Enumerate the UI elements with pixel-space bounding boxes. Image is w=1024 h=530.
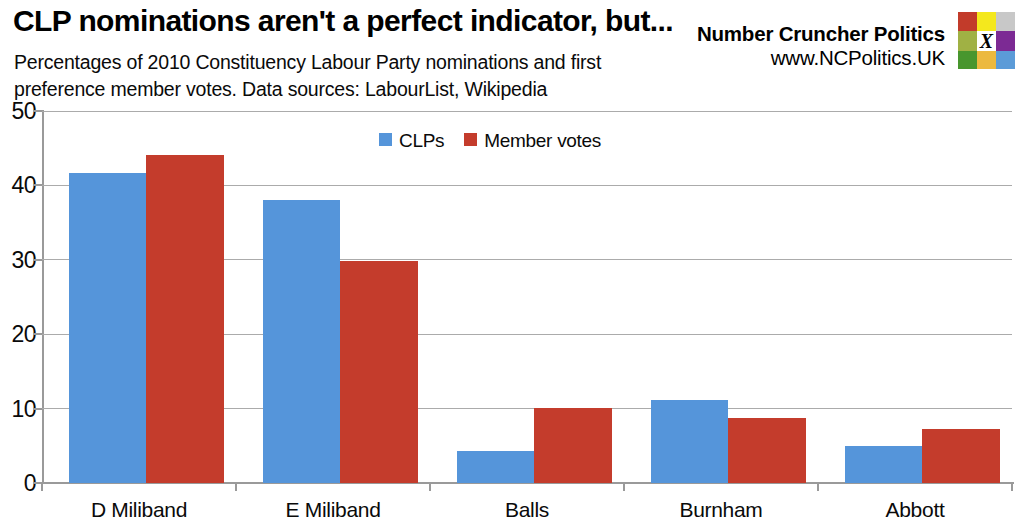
x-tick-3 [623, 483, 625, 491]
x-label-e-miliband: E Miliband [243, 498, 423, 522]
y-tick-label-40: 40 [0, 172, 36, 198]
bar-chart: Abbott Burnham Balls E Miliband D Miliband 50… [0, 0, 1024, 530]
x-tick-5 [1011, 483, 1013, 491]
y-tick-label-50: 50 [0, 98, 36, 124]
legend-label-member-votes: Member votes [484, 130, 601, 152]
legend-swatch-clps-icon [379, 133, 392, 146]
y-tick-label-0: 0 [0, 470, 36, 496]
y-tick-30 [33, 259, 42, 261]
bar-member-votes-d-miliband [146, 155, 224, 483]
x-label-d-miliband: D Miliband [49, 498, 229, 522]
y-tick-label-30: 30 [0, 247, 36, 273]
legend-swatch-member-votes-icon [464, 133, 477, 146]
bar-clps-d-miliband [69, 173, 147, 483]
x-label-burnham: Burnham [631, 498, 811, 522]
bar-clps-abbott [845, 446, 923, 483]
x-tick-1 [235, 483, 237, 491]
x-tick-0 [41, 483, 43, 491]
y-tick-label-10: 10 [0, 396, 36, 422]
gridline-50 [42, 111, 1012, 112]
y-tick-20 [33, 333, 42, 335]
x-label-balls: Balls [437, 498, 617, 522]
bar-clps-burnham [651, 400, 729, 483]
bar-clps-e-miliband [263, 200, 341, 483]
chart-legend: CLPs Member votes [379, 130, 601, 152]
page: CLP nominations aren't a perfect indicat… [0, 0, 1024, 530]
bar-member-votes-burnham [728, 418, 806, 483]
bar-clps-balls [457, 451, 535, 483]
y-tick-label-20: 20 [0, 321, 36, 347]
bar-member-votes-abbott [922, 429, 1000, 483]
y-tick-10 [33, 408, 42, 410]
y-tick-40 [33, 184, 42, 186]
x-tick-2 [429, 483, 431, 491]
legend-label-clps: CLPs [399, 130, 444, 152]
y-axis-line [42, 110, 44, 484]
x-label-abbott: Abbott [825, 498, 1005, 522]
y-tick-50 [33, 110, 42, 112]
x-tick-4 [817, 483, 819, 491]
legend-item-clps: CLPs [379, 130, 444, 152]
bar-member-votes-balls [534, 408, 612, 483]
y-tick-0 [33, 482, 42, 484]
legend-item-member-votes: Member votes [464, 130, 601, 152]
bar-member-votes-e-miliband [340, 261, 418, 483]
